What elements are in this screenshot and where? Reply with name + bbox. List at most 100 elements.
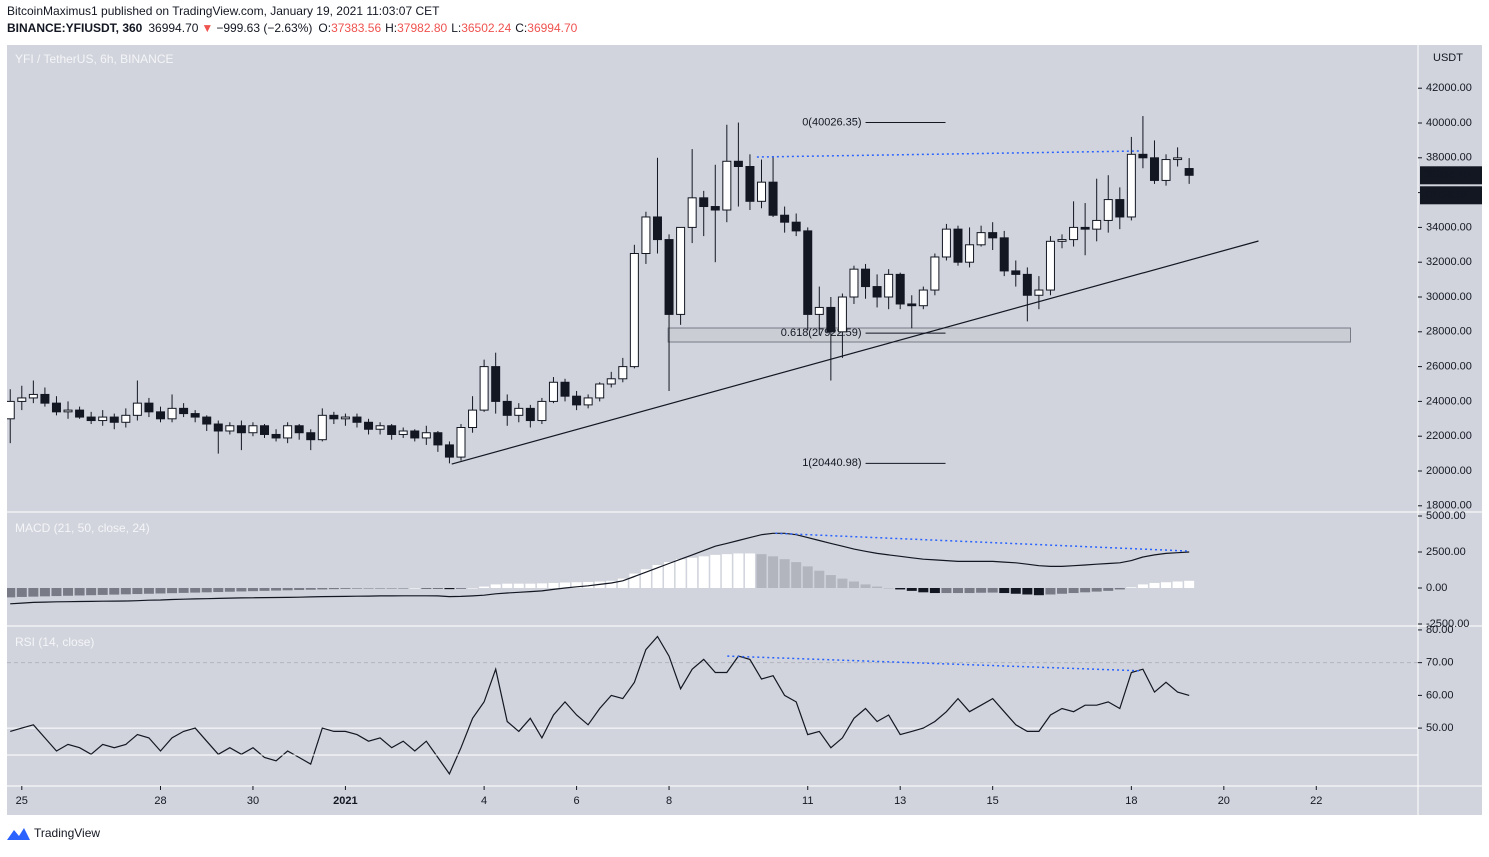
candle-body xyxy=(1034,289,1044,296)
macd-histogram-bar xyxy=(733,553,744,588)
candle-body xyxy=(421,432,431,439)
macd-histogram-bar xyxy=(848,581,859,588)
macd-histogram-bar xyxy=(63,588,74,596)
y-tick-label: 0.00 xyxy=(1426,582,1447,594)
macd-histogram-bar xyxy=(779,559,790,588)
macd-histogram-bar xyxy=(1091,588,1102,592)
candle-body xyxy=(953,228,963,263)
macd-histogram-bar xyxy=(802,566,813,588)
candle-body xyxy=(317,414,327,441)
candle-body xyxy=(167,407,177,420)
candle-body xyxy=(907,303,917,307)
pane-title: MACD (21, 50, close, 24) xyxy=(15,521,150,535)
macd-histogram-bar xyxy=(1068,588,1079,594)
y-tick-label: 20000.00 xyxy=(1426,465,1472,477)
macd-histogram-bar xyxy=(952,588,963,594)
candle-body xyxy=(560,381,570,397)
macd-histogram-bar xyxy=(39,588,50,597)
macd-line xyxy=(10,532,1190,605)
macd-histogram-bar xyxy=(860,584,871,588)
ohlc-value: 36994.70 xyxy=(527,21,577,35)
pane: 0(40026.35) 0.618(27922.59) 1(20440.98) xyxy=(7,116,1352,469)
macd-histogram-bar xyxy=(1184,580,1195,588)
fib-label: 0.618(27922.59) xyxy=(781,327,862,339)
macd-histogram-bar xyxy=(120,588,131,595)
candle-body xyxy=(364,421,374,430)
macd-histogram-bar xyxy=(710,554,721,588)
macd-histogram-bar xyxy=(987,588,998,593)
macd-histogram-bar xyxy=(872,586,883,588)
candle-body xyxy=(7,400,15,420)
macd-histogram-bar xyxy=(213,588,224,593)
candle-body xyxy=(1080,226,1090,230)
price-unit: USDT xyxy=(1433,52,1463,64)
macd-histogram-bar xyxy=(236,588,247,592)
candle-body xyxy=(144,402,154,413)
candle-body xyxy=(537,400,547,422)
candle-body xyxy=(941,228,951,258)
macd-histogram-bar xyxy=(305,588,316,590)
macd-histogram-bar xyxy=(756,554,767,588)
candle-body xyxy=(121,414,131,423)
macd-histogram-bar xyxy=(271,588,282,591)
y-tick-label: 2500.00 xyxy=(1426,546,1466,558)
macd-histogram-bar xyxy=(398,588,409,589)
macd-histogram-bar xyxy=(143,588,154,594)
macd-histogram-bar xyxy=(906,588,917,591)
candle-body xyxy=(40,393,50,404)
macd-histogram-bar xyxy=(1137,584,1148,588)
candle-body xyxy=(340,416,350,420)
candle-body xyxy=(629,253,639,368)
candle-body xyxy=(398,430,408,435)
y-tick-label: 32000.00 xyxy=(1426,256,1472,268)
y-tick-label: 80.00 xyxy=(1426,624,1454,636)
macd-histogram-bar xyxy=(768,556,779,588)
macd-histogram-bar xyxy=(86,588,97,596)
candle-body xyxy=(884,273,894,298)
candle-body xyxy=(1161,159,1171,181)
macd-divergence-line xyxy=(775,532,1187,552)
candle-body xyxy=(976,232,986,246)
candle-body xyxy=(132,402,142,416)
candle-body xyxy=(849,268,859,298)
macd-histogram-bar xyxy=(976,588,987,593)
macd-histogram-bar xyxy=(224,588,235,592)
macd-histogram-bar xyxy=(432,588,443,589)
macd-histogram-bar xyxy=(1103,588,1114,591)
price-label: 36994.70 xyxy=(1424,169,1470,181)
candle-body xyxy=(1173,157,1183,161)
x-tick-label: 30 xyxy=(247,795,259,807)
candle-body xyxy=(248,425,258,434)
macd-histogram-bar xyxy=(1033,588,1044,596)
macd-histogram-bar xyxy=(294,588,305,591)
candle-body xyxy=(202,416,212,425)
candle-body xyxy=(595,383,605,399)
macd-histogram-bar xyxy=(340,588,351,589)
candle-body xyxy=(1138,153,1148,159)
candle-body xyxy=(109,416,119,423)
ohlc-value: 36502.24 xyxy=(461,21,511,35)
candle-body xyxy=(722,160,732,211)
x-tick-label: 18 xyxy=(1125,795,1137,807)
x-tick-label: 11 xyxy=(802,795,813,807)
candle-body xyxy=(1022,273,1032,296)
macd-histogram-bar xyxy=(744,553,755,588)
candle-body xyxy=(1045,240,1055,291)
macd-histogram-bar xyxy=(247,588,258,592)
publish-info: BitcoinMaximus1 published on TradingView… xyxy=(7,4,440,18)
macd-histogram-bar xyxy=(606,580,617,588)
macd-histogram-bar xyxy=(1172,581,1183,588)
candle-body xyxy=(1115,199,1125,218)
macd-histogram-bar xyxy=(814,570,825,588)
rsi-divergence-line xyxy=(727,655,1141,672)
x-tick-label: 4 xyxy=(481,795,487,807)
macd-histogram-bar xyxy=(282,588,293,591)
macd-histogram-bar xyxy=(328,588,339,590)
x-tick-label: 2021 xyxy=(333,795,357,807)
candle-body xyxy=(999,237,1009,272)
rsi-line xyxy=(10,635,1190,776)
candle-body xyxy=(837,296,847,333)
candle-body xyxy=(583,397,593,406)
last-price: 36994.70 xyxy=(148,21,198,35)
macd-histogram-bar xyxy=(74,588,85,596)
